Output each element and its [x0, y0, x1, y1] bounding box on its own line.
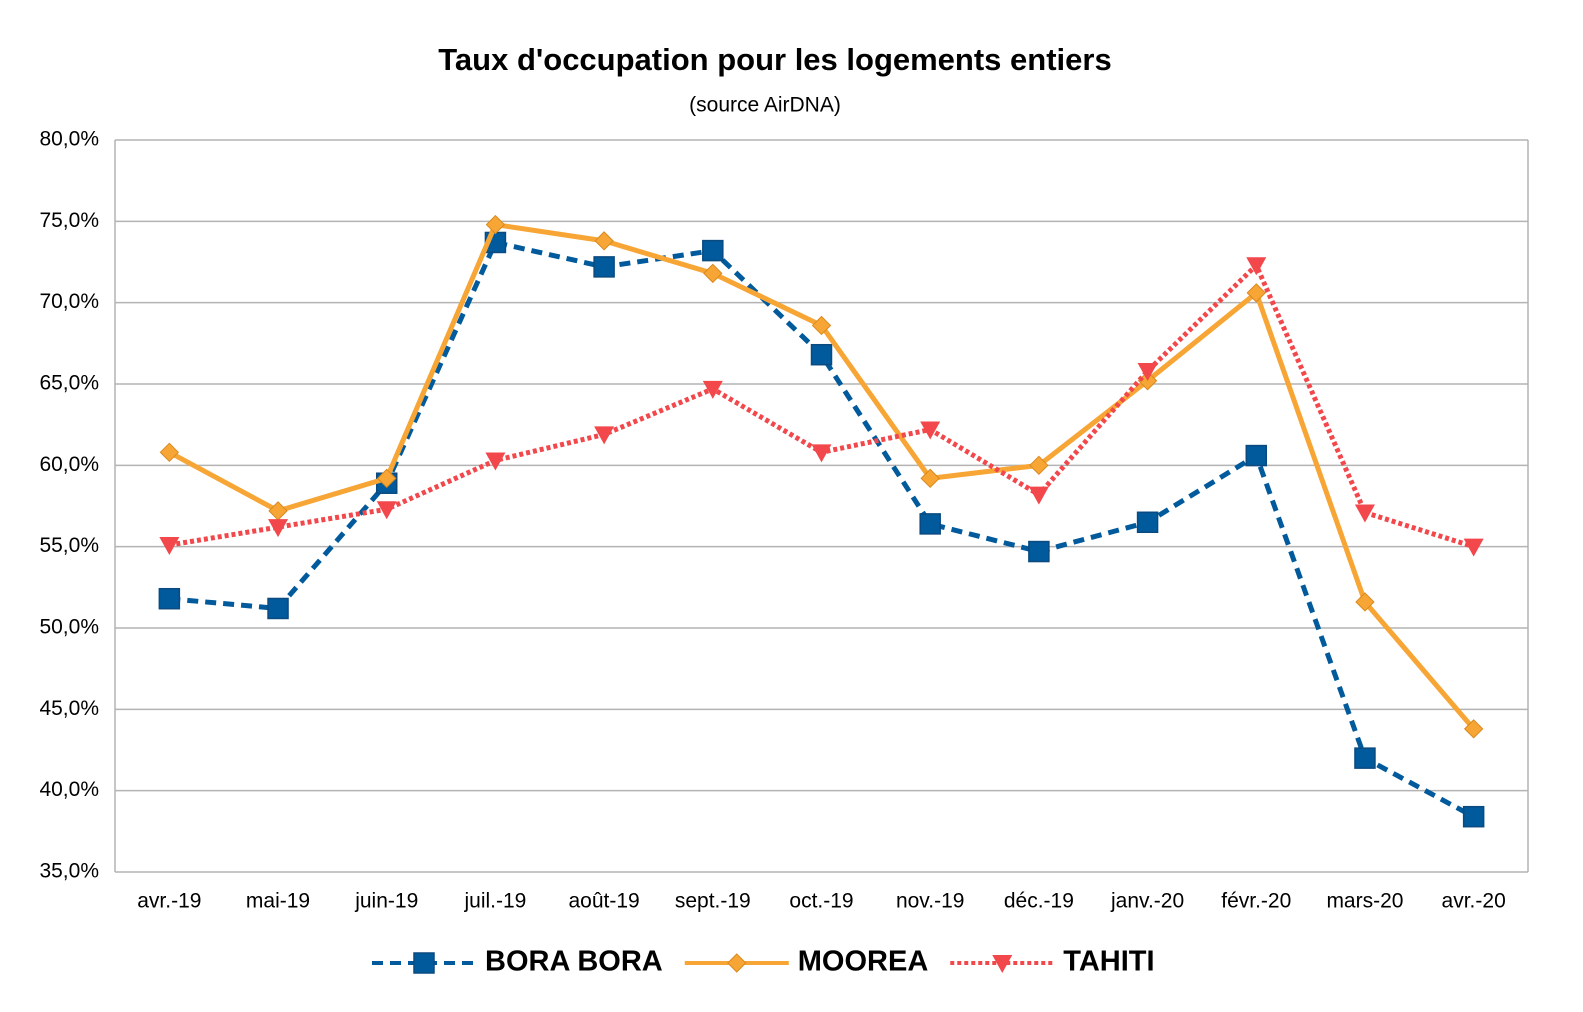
marker [810, 343, 833, 366]
marker [594, 231, 614, 251]
marker [920, 468, 940, 489]
marker [377, 468, 397, 489]
marker [1246, 283, 1266, 303]
marker [485, 214, 506, 235]
marker [593, 256, 615, 278]
x-tick-label: févr.-20 [1221, 890, 1291, 913]
legend-label: MOOREA [798, 946, 929, 978]
marker [1028, 540, 1050, 563]
marker [1137, 362, 1158, 381]
x-tick-label: avr.-20 [1442, 890, 1506, 913]
marker [1463, 719, 1484, 739]
y-tick-label: 45,0% [39, 697, 99, 720]
y-tick-label: 50,0% [39, 616, 99, 639]
x-tick-label: avr.-19 [137, 890, 201, 913]
marker [992, 955, 1013, 973]
y-tick-label: 75,0% [39, 209, 99, 232]
marker [727, 953, 747, 973]
chart-subtitle: (source AirDNA) [689, 94, 841, 117]
marker [413, 952, 435, 974]
marker [920, 421, 941, 440]
series-line [168, 221, 1476, 731]
marker [594, 426, 615, 445]
chart-title: Taux d'occupation pour les logements ent… [438, 42, 1111, 77]
marker [485, 452, 506, 471]
marker [919, 513, 941, 535]
marker [1354, 504, 1375, 523]
marker [811, 315, 832, 336]
marker [268, 519, 289, 538]
marker [267, 597, 289, 620]
y-tick-label: 35,0% [39, 860, 99, 883]
x-tick-label: nov.-19 [896, 890, 965, 913]
x-tick-label: mai-19 [246, 890, 310, 913]
marker [1462, 805, 1485, 828]
marker [1029, 455, 1049, 476]
marker [1246, 257, 1267, 276]
marker [158, 587, 181, 610]
marker [268, 501, 288, 521]
y-tick-label: 80,0% [39, 128, 99, 151]
x-tick-label: déc.-19 [1004, 890, 1074, 913]
marker [1136, 511, 1159, 534]
legend-label: TAHITI [1063, 946, 1154, 978]
marker [159, 442, 180, 463]
x-tick-label: sept.-19 [675, 890, 751, 913]
legend-label: BORA BORA [485, 946, 663, 978]
marker [1028, 486, 1049, 505]
marker [1463, 538, 1484, 557]
y-tick-label: 40,0% [39, 778, 99, 801]
marker [1355, 592, 1375, 612]
x-tick-label: oct.-19 [789, 890, 853, 913]
marker [811, 444, 832, 463]
y-tick-label: 55,0% [39, 534, 99, 557]
y-tick-label: 65,0% [39, 372, 99, 395]
y-tick-label: 70,0% [39, 290, 99, 313]
marker [1245, 444, 1268, 467]
x-tick-label: janv.-20 [1110, 890, 1184, 913]
marker [159, 537, 180, 556]
marker [376, 501, 397, 520]
x-tick-label: juil.-19 [463, 890, 526, 913]
marker [702, 239, 724, 262]
x-tick-label: juin-19 [354, 890, 418, 913]
series-line [168, 260, 1475, 550]
x-tick-label: mars-20 [1326, 890, 1403, 913]
x-tick-label: août-19 [568, 890, 639, 913]
y-tick-label: 60,0% [39, 453, 99, 476]
marker [703, 263, 723, 284]
marker [702, 380, 723, 399]
marker [1354, 747, 1376, 769]
